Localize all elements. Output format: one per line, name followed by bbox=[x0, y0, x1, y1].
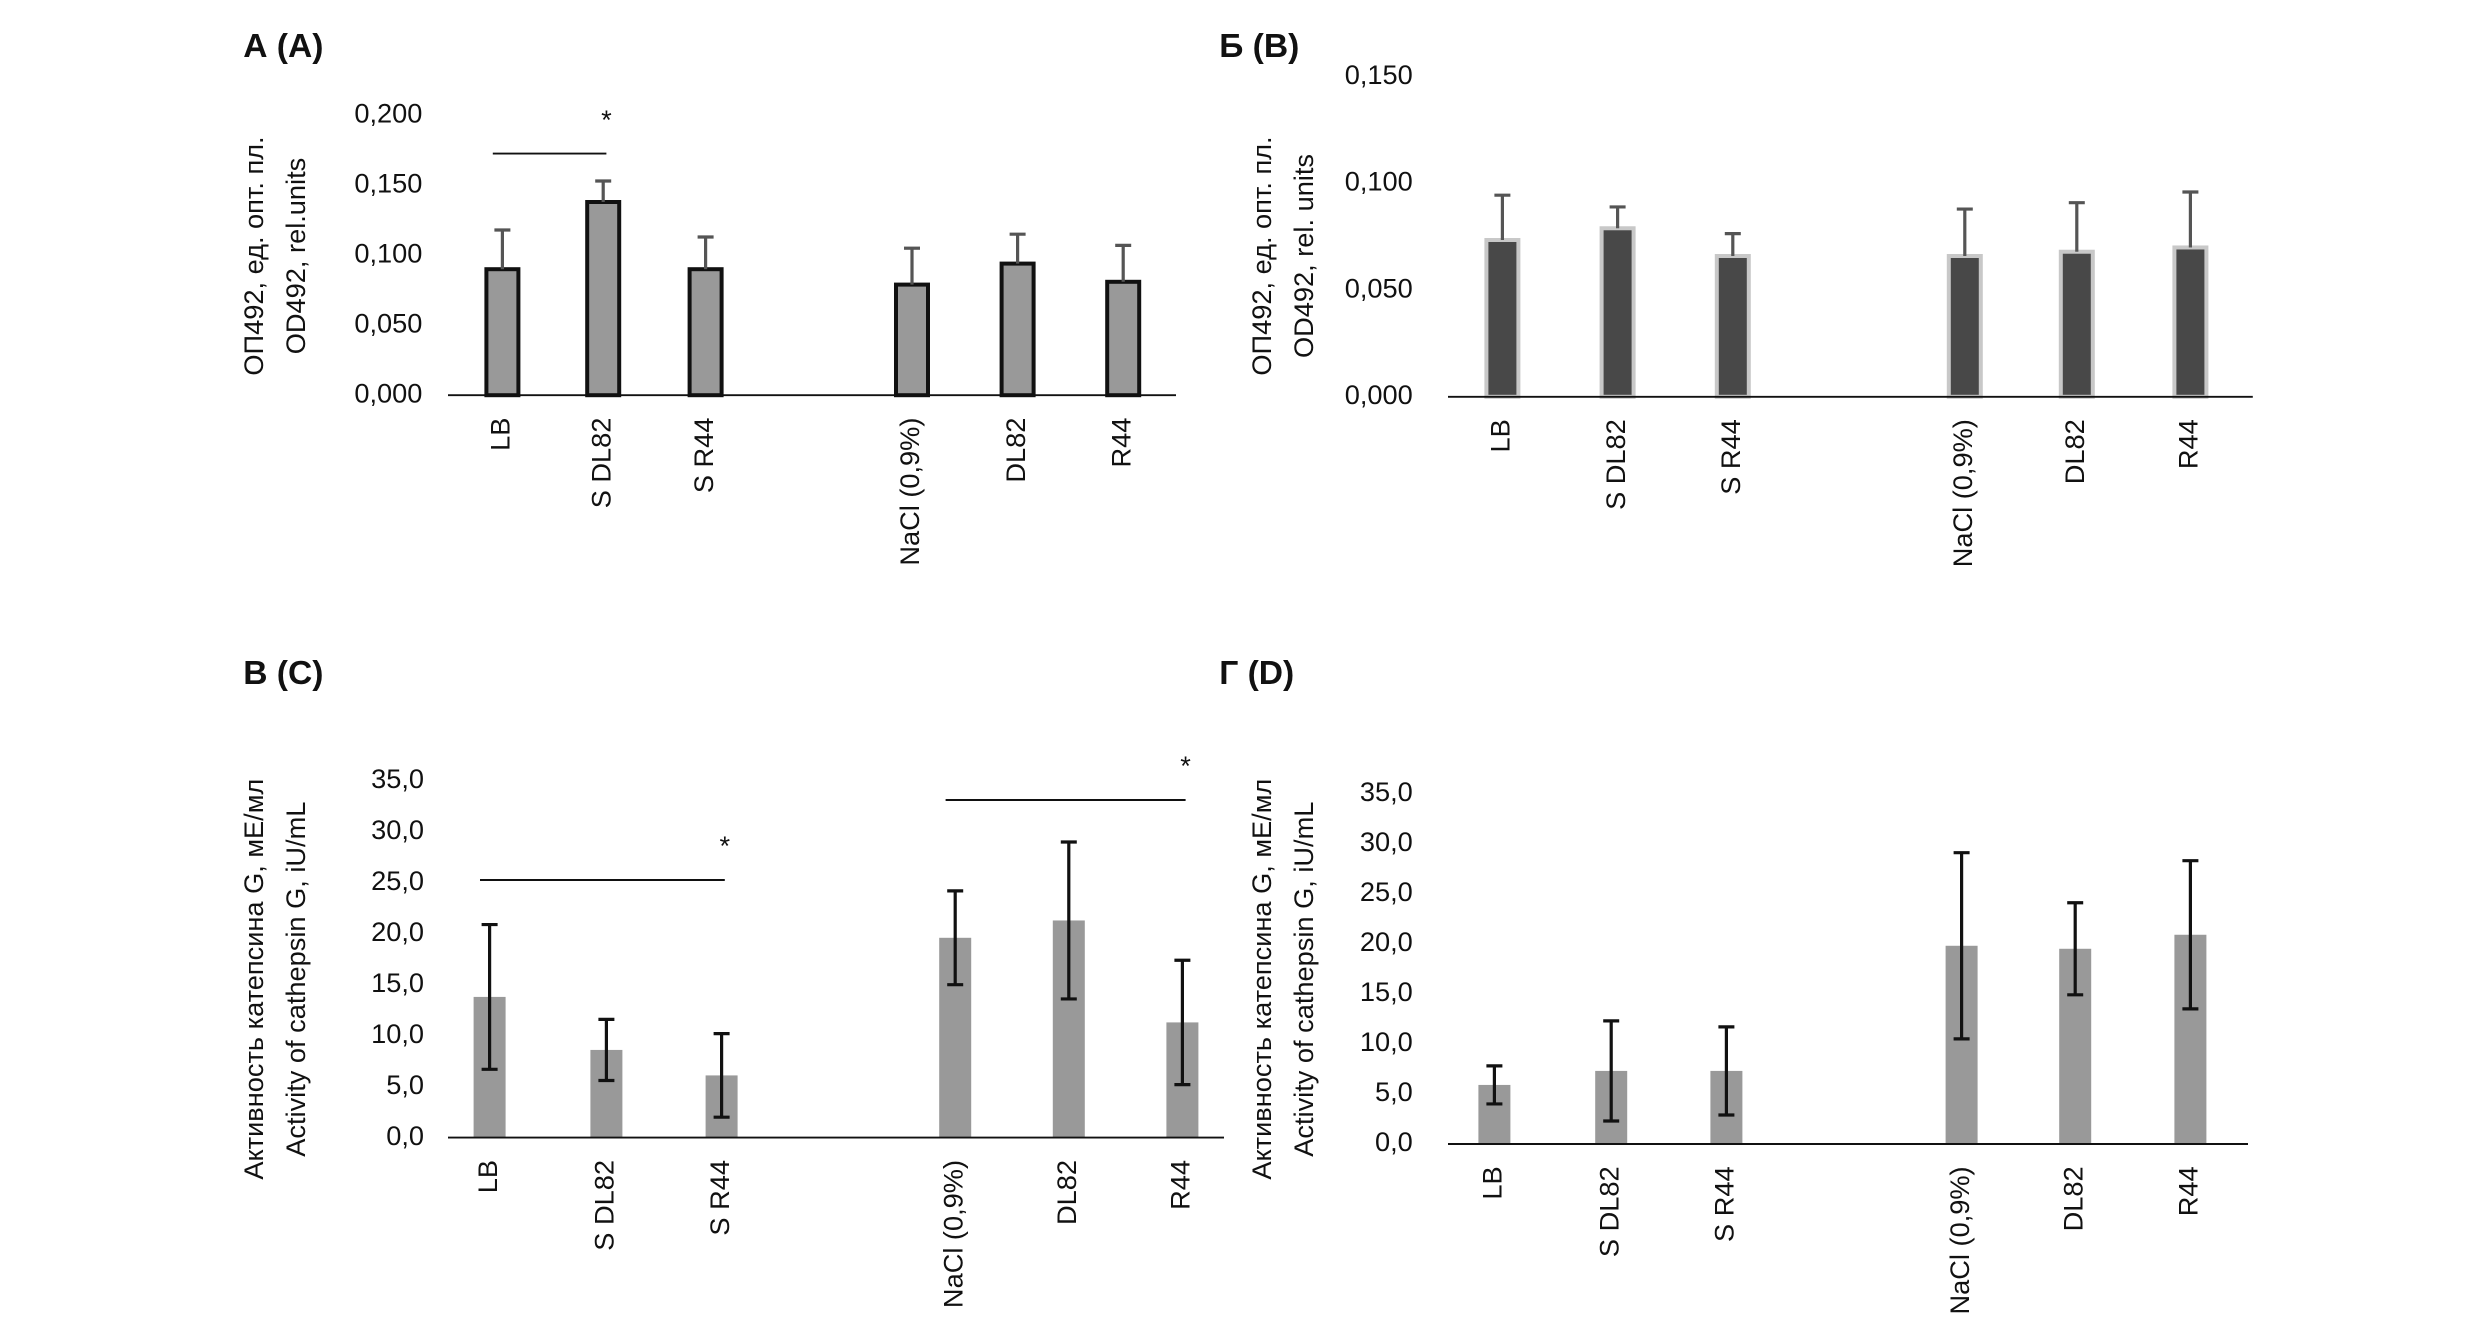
x-tick-label: S R44 bbox=[1715, 419, 1746, 495]
x-tick-label: NaCl (0,9%) bbox=[1944, 1166, 1975, 1314]
bar bbox=[1599, 226, 1636, 399]
x-tick-label: S DL82 bbox=[589, 1160, 620, 1251]
x-tick-label: NaCl (0,9%) bbox=[894, 418, 925, 566]
y-tick-label: 15,0 bbox=[1360, 976, 1413, 1007]
y-tick-label: 30,0 bbox=[371, 814, 424, 845]
x-tick-label: S DL82 bbox=[1600, 419, 1631, 510]
x-tick-label: NaCl (0,9%) bbox=[1947, 419, 1978, 567]
y-tick-label: 0,050 bbox=[354, 307, 422, 338]
y-tick-label: 5,0 bbox=[1375, 1076, 1413, 1107]
panel-title: В (C) bbox=[243, 655, 323, 692]
y-tick-label: 30,0 bbox=[1360, 826, 1413, 857]
y-axis-label: ОП492, ед. опт. пл. bbox=[238, 136, 269, 375]
panel-title: Б (B) bbox=[1219, 28, 1299, 65]
y-axis-label: Activity of cathepsin G, iU/mL bbox=[1288, 802, 1319, 1157]
significance-mark: * bbox=[720, 830, 731, 861]
y-tick-label: 25,0 bbox=[1360, 876, 1413, 907]
y-axis-label: Активность катепсина G, мЕ/мл bbox=[1246, 779, 1277, 1180]
y-tick-label: 0,050 bbox=[1345, 272, 1413, 303]
y-tick-label: 5,0 bbox=[386, 1069, 424, 1100]
x-tick-label: NaCl (0,9%) bbox=[937, 1160, 968, 1308]
y-axis-label: OD492, rel. units bbox=[1288, 154, 1319, 358]
x-tick-label: DL82 bbox=[2059, 419, 2090, 484]
y-tick-label: 0,000 bbox=[1345, 379, 1413, 410]
x-tick-label: R44 bbox=[1105, 418, 1136, 468]
x-tick-label: LB bbox=[1477, 1166, 1508, 1199]
panel-title: Г (D) bbox=[1219, 655, 1294, 692]
bar bbox=[2058, 249, 2095, 399]
x-tick-label: DL82 bbox=[1000, 418, 1031, 483]
significance-mark: * bbox=[601, 104, 612, 135]
bar bbox=[1484, 238, 1521, 399]
x-tick-label: S DL82 bbox=[585, 418, 616, 509]
bar bbox=[585, 200, 622, 398]
y-tick-label: 0,0 bbox=[1375, 1126, 1413, 1157]
y-tick-label: 10,0 bbox=[1360, 1026, 1413, 1057]
bar bbox=[999, 261, 1036, 398]
bar bbox=[2172, 245, 2209, 399]
x-tick-label: DL82 bbox=[1051, 1160, 1082, 1225]
y-tick-label: 35,0 bbox=[1360, 776, 1413, 807]
y-tick-label: 0,150 bbox=[354, 167, 422, 198]
x-tick-label: LB bbox=[485, 418, 516, 451]
y-axis-label: ОП492, ед. опт. пл. bbox=[1246, 136, 1277, 375]
bar bbox=[687, 267, 724, 398]
y-tick-label: 20,0 bbox=[371, 916, 424, 947]
x-tick-label: DL82 bbox=[2057, 1166, 2088, 1231]
y-tick-label: 15,0 bbox=[371, 967, 424, 998]
x-tick-label: R44 bbox=[2173, 419, 2204, 469]
x-tick-label: S R44 bbox=[704, 1160, 735, 1236]
y-tick-label: 10,0 bbox=[371, 1018, 424, 1049]
x-tick-label: S R44 bbox=[1709, 1166, 1740, 1242]
x-tick-label: R44 bbox=[2173, 1166, 2204, 1216]
bar bbox=[1105, 279, 1142, 398]
x-tick-label: S R44 bbox=[688, 418, 719, 494]
y-tick-label: 35,0 bbox=[371, 763, 424, 794]
x-tick-label: LB bbox=[472, 1160, 503, 1193]
y-tick-label: 0,100 bbox=[1345, 166, 1413, 197]
y-axis-label: OD492, rel.units bbox=[280, 158, 311, 354]
bar bbox=[1714, 254, 1751, 399]
x-tick-label: R44 bbox=[1165, 1160, 1196, 1210]
y-tick-label: 25,0 bbox=[371, 865, 424, 896]
significance-mark: * bbox=[1180, 750, 1191, 781]
y-axis-label: Активность катепсина G, мЕ/мл bbox=[238, 779, 269, 1180]
y-tick-label: 20,0 bbox=[1360, 926, 1413, 957]
y-tick-label: 0,000 bbox=[354, 377, 422, 408]
y-tick-label: 0,0 bbox=[386, 1120, 424, 1151]
x-tick-label: S DL82 bbox=[1593, 1166, 1624, 1257]
y-axis-label: Activity of cathepsin G, iU/mL bbox=[280, 802, 311, 1157]
bar bbox=[894, 282, 930, 398]
y-tick-label: 0,200 bbox=[354, 97, 422, 128]
panel-title: А (A) bbox=[243, 28, 323, 65]
x-tick-label: LB bbox=[1485, 419, 1516, 452]
bar bbox=[484, 267, 521, 398]
bar bbox=[1946, 254, 1983, 399]
y-tick-label: 0,150 bbox=[1345, 59, 1413, 90]
y-tick-label: 0,100 bbox=[354, 237, 422, 268]
